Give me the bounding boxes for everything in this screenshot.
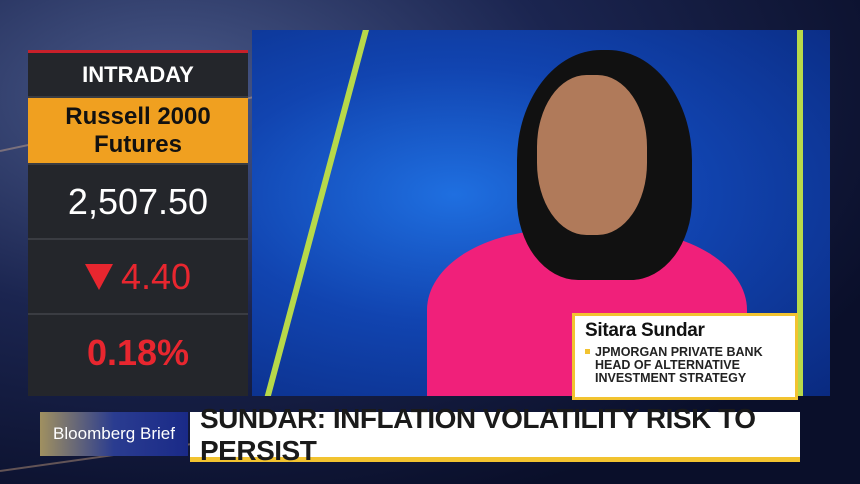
market-ticker-panel: INTRADAY Russell 2000 Futures 2,507.50 4… bbox=[28, 50, 248, 396]
index-name-line2: Futures bbox=[93, 130, 182, 158]
guest-title-line: JPMORGAN PRIVATE BANK bbox=[595, 345, 763, 359]
bullet-square-icon bbox=[585, 349, 590, 354]
guest-title-line: HEAD OF ALTERNATIVE bbox=[595, 358, 740, 372]
guest-face bbox=[537, 75, 647, 235]
ticker-change: 4.40 bbox=[28, 240, 248, 315]
show-brand: Bloomberg Brief bbox=[40, 412, 188, 456]
guest-title: JPMORGAN PRIVATE BANK HEAD OF ALTERNATIV… bbox=[585, 346, 785, 385]
ticker-percent: 0.18% bbox=[86, 332, 190, 373]
triangle-down-icon bbox=[84, 263, 113, 290]
studio-light-stripe bbox=[257, 30, 373, 396]
index-name-line1: Russell 2000 bbox=[65, 102, 211, 130]
ticker-top-accent bbox=[28, 50, 248, 53]
lower-third-namebox: Sitara Sundar JPMORGAN PRIVATE BANK HEAD… bbox=[572, 313, 798, 400]
guest-name: Sitara Sundar bbox=[585, 320, 705, 341]
guest-title-line: INVESTMENT STRATEGY bbox=[595, 371, 747, 385]
ticker-price: 2,507.50 bbox=[28, 165, 248, 240]
headline-banner: SUNDAR: INFLATION VOLATILITY RISK TO PER… bbox=[190, 403, 800, 466]
ticker-label: INTRADAY bbox=[28, 53, 248, 98]
change-value: 4.40 bbox=[120, 255, 192, 297]
studio-light-stripe bbox=[797, 30, 803, 396]
ticker-index-name: Russell 2000 Futures bbox=[28, 98, 248, 165]
